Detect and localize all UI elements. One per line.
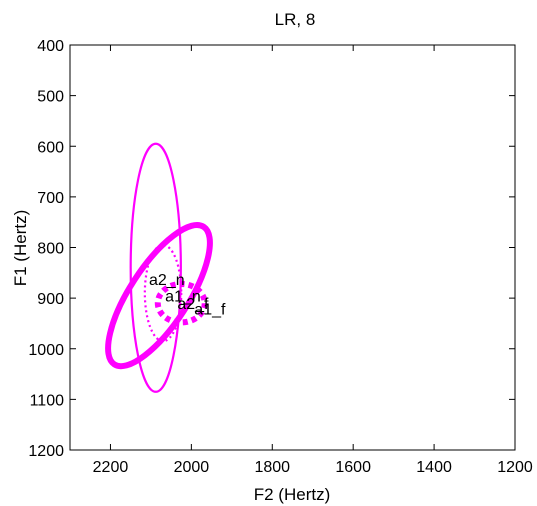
y-tick-label: 500 <box>37 89 64 106</box>
y-tick-label: 400 <box>37 38 64 55</box>
x-tick-label: 1200 <box>497 459 533 476</box>
y-tick-label: 600 <box>37 139 64 156</box>
y-tick-label: 1100 <box>30 392 65 409</box>
y-tick-label: 1200 <box>28 443 64 460</box>
x-axis: 2200 2000 1800 1600 1400 1200 <box>93 45 533 476</box>
x-tick-label: 1800 <box>254 459 290 476</box>
point-label: a1_f <box>194 301 226 318</box>
x-tick-label: 1600 <box>335 459 371 476</box>
y-axis: 400 500 600 700 800 900 1000 1100 1200 <box>28 38 515 460</box>
ellipse-dotted <box>143 243 183 343</box>
point-label-layer: a2_na1_na2_fa1_f <box>149 272 226 318</box>
y-tick-label: 800 <box>37 241 64 258</box>
ellipse-thick-solid <box>105 222 213 370</box>
y-axis-label: F1 (Hertz) <box>11 210 30 287</box>
x-tick-label: 1400 <box>416 459 452 476</box>
plot-frame <box>69 44 516 451</box>
chart-title: LR, 8 <box>275 10 316 29</box>
x-tick-label: 2000 <box>174 459 210 476</box>
ellipse-layer <box>105 142 213 393</box>
y-tick-label: 700 <box>37 190 64 207</box>
y-tick-label: 900 <box>37 291 64 308</box>
point-label: a2_f <box>177 296 209 313</box>
point-label: a1_n <box>165 289 201 306</box>
y-tick-label: 1000 <box>28 342 64 359</box>
point-label: a2_n <box>149 272 185 289</box>
x-tick-label: 2200 <box>93 459 129 476</box>
x-axis-label: F2 (Hertz) <box>254 485 331 504</box>
ellipse-thick-dotted <box>154 280 208 326</box>
ellipse-thin-solid <box>129 142 182 393</box>
